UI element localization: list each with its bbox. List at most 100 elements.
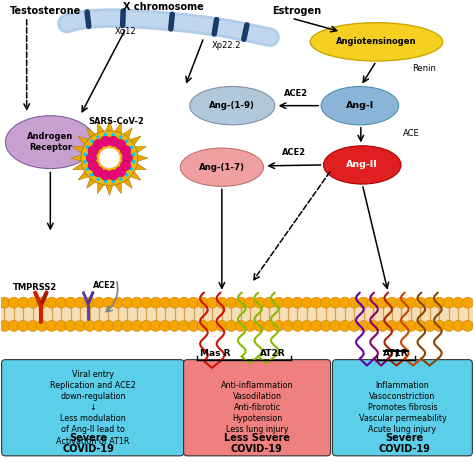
Circle shape — [120, 161, 131, 170]
Circle shape — [348, 297, 360, 308]
Text: Severe
COVID-19: Severe COVID-19 — [379, 433, 431, 455]
Circle shape — [18, 297, 29, 308]
Circle shape — [386, 321, 398, 331]
Circle shape — [424, 297, 436, 308]
Circle shape — [443, 297, 455, 308]
Circle shape — [108, 170, 118, 180]
Text: Estrogen: Estrogen — [273, 6, 321, 16]
Circle shape — [84, 297, 95, 308]
Circle shape — [125, 173, 128, 176]
Text: AT1R: AT1R — [383, 349, 409, 358]
Circle shape — [273, 321, 284, 331]
Circle shape — [125, 140, 128, 143]
Circle shape — [254, 297, 265, 308]
Circle shape — [103, 297, 114, 308]
Circle shape — [111, 180, 115, 183]
Text: Testosterone: Testosterone — [10, 6, 82, 16]
Circle shape — [8, 297, 19, 308]
Circle shape — [8, 321, 19, 331]
Circle shape — [396, 297, 407, 308]
Text: ACE: ACE — [403, 128, 420, 138]
Text: Mas R: Mas R — [201, 349, 231, 358]
Circle shape — [339, 297, 350, 308]
FancyBboxPatch shape — [183, 359, 330, 456]
Circle shape — [36, 297, 48, 308]
Circle shape — [264, 321, 275, 331]
Circle shape — [93, 140, 103, 150]
Polygon shape — [98, 122, 104, 133]
Circle shape — [301, 321, 313, 331]
Polygon shape — [135, 164, 146, 170]
FancyBboxPatch shape — [332, 359, 473, 456]
Ellipse shape — [323, 146, 401, 184]
Circle shape — [86, 146, 90, 149]
Circle shape — [169, 297, 180, 308]
Circle shape — [178, 297, 190, 308]
Circle shape — [131, 297, 143, 308]
Circle shape — [377, 297, 388, 308]
Circle shape — [83, 152, 87, 156]
Circle shape — [207, 297, 218, 308]
Circle shape — [273, 297, 284, 308]
Text: Renin: Renin — [412, 64, 436, 73]
Circle shape — [129, 167, 133, 170]
Circle shape — [283, 297, 294, 308]
Circle shape — [100, 136, 110, 146]
Text: ACE2: ACE2 — [282, 148, 306, 157]
Circle shape — [141, 321, 152, 331]
Circle shape — [434, 321, 445, 331]
Circle shape — [108, 136, 118, 146]
Circle shape — [118, 177, 122, 181]
Polygon shape — [73, 164, 84, 170]
Circle shape — [462, 321, 474, 331]
Circle shape — [245, 321, 256, 331]
Circle shape — [112, 321, 124, 331]
Ellipse shape — [190, 86, 275, 125]
Circle shape — [197, 297, 209, 308]
Ellipse shape — [5, 116, 95, 169]
Circle shape — [120, 146, 131, 156]
Circle shape — [90, 140, 94, 143]
Circle shape — [93, 297, 105, 308]
Circle shape — [453, 321, 464, 331]
Text: Angiotensinogen: Angiotensinogen — [336, 37, 417, 46]
Circle shape — [141, 297, 152, 308]
Circle shape — [169, 321, 180, 331]
Circle shape — [36, 321, 48, 331]
Circle shape — [301, 297, 313, 308]
Polygon shape — [135, 146, 146, 153]
Polygon shape — [87, 128, 96, 138]
Polygon shape — [137, 155, 148, 161]
Circle shape — [443, 321, 455, 331]
Circle shape — [159, 321, 171, 331]
Circle shape — [83, 160, 87, 164]
Text: X chromosome: X chromosome — [123, 2, 204, 12]
Circle shape — [104, 133, 108, 136]
Circle shape — [115, 167, 126, 176]
Circle shape — [292, 297, 303, 308]
Circle shape — [65, 321, 76, 331]
Text: Androgen
Receptor: Androgen Receptor — [27, 133, 73, 152]
Bar — [0, 303, 474, 326]
Text: Ang-(1-7): Ang-(1-7) — [199, 163, 245, 172]
Circle shape — [129, 146, 133, 149]
Circle shape — [453, 297, 464, 308]
Text: Anti-inflammation
Vasodilation
Anti-fibrotic
Hypotension
Less lung injury: Anti-inflammation Vasodilation Anti-fibr… — [221, 381, 293, 434]
Circle shape — [131, 321, 143, 331]
Circle shape — [207, 321, 218, 331]
Circle shape — [90, 173, 94, 176]
Circle shape — [235, 321, 246, 331]
Circle shape — [386, 297, 398, 308]
Circle shape — [46, 297, 57, 308]
Polygon shape — [115, 183, 121, 194]
Circle shape — [93, 167, 103, 176]
Circle shape — [86, 153, 97, 163]
Circle shape — [81, 131, 138, 185]
Ellipse shape — [180, 148, 264, 186]
Circle shape — [0, 297, 10, 308]
Polygon shape — [106, 121, 113, 131]
Circle shape — [150, 321, 161, 331]
Circle shape — [65, 297, 76, 308]
Circle shape — [415, 297, 426, 308]
Text: SARS-CoV-2: SARS-CoV-2 — [89, 117, 145, 126]
